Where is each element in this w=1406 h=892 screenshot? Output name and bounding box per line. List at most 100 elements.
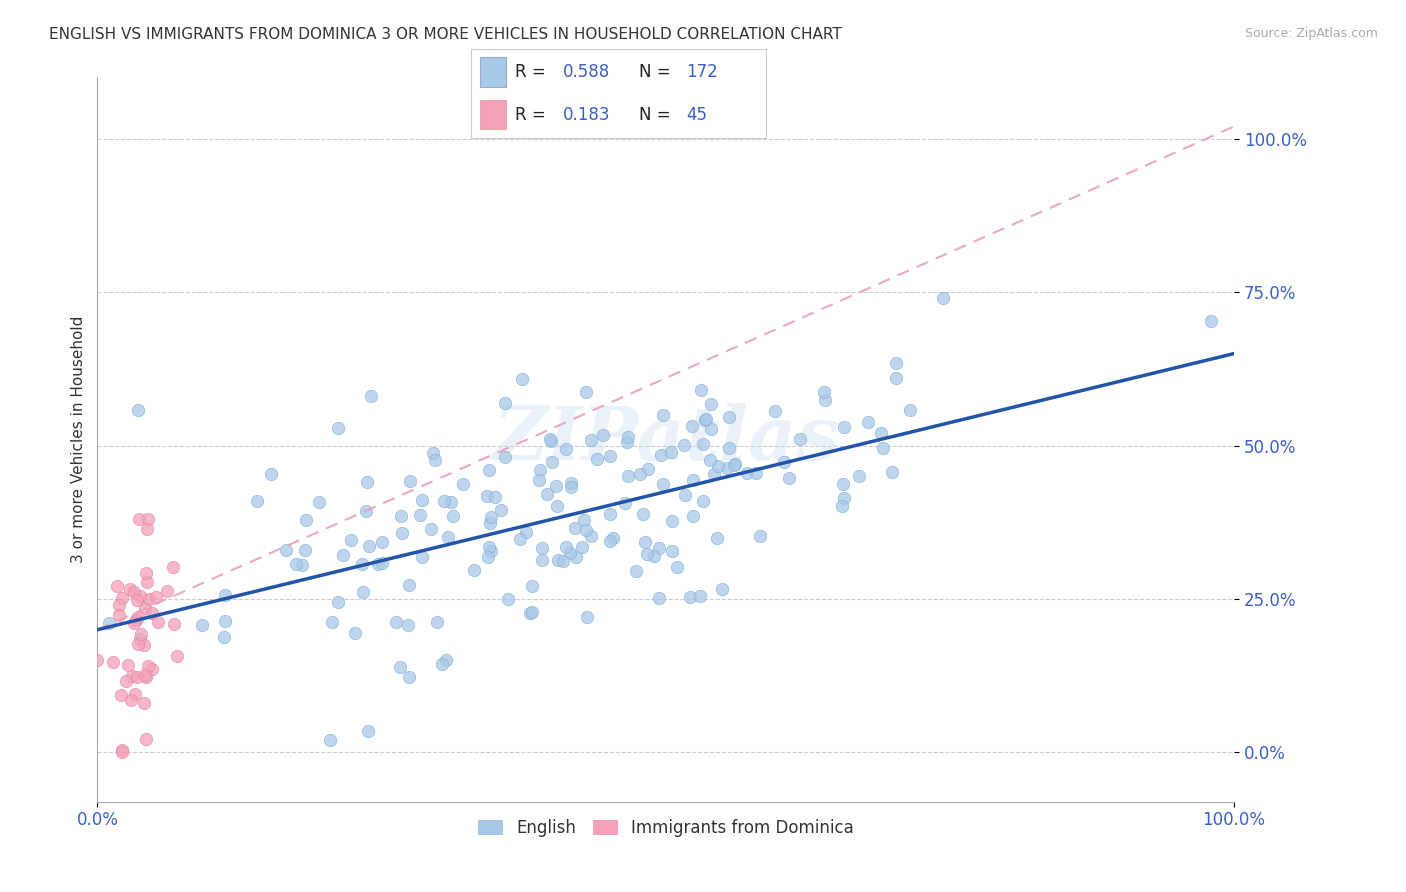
- Point: [773, 455, 796, 469]
- Point: [136, 522, 159, 536]
- Point: [515, 524, 537, 539]
- Text: ENGLISH VS IMMIGRANTS FROM DOMINICA 3 OR MORE VEHICLES IN HOUSEHOLD CORRELATION : ENGLISH VS IMMIGRANTS FROM DOMINICA 3 OR…: [49, 27, 842, 42]
- Point: [214, 630, 236, 644]
- Point: [479, 509, 502, 524]
- Point: [651, 408, 673, 422]
- Point: [689, 383, 711, 397]
- Point: [636, 547, 658, 561]
- Point: [399, 474, 422, 488]
- Point: [284, 558, 307, 572]
- Point: [214, 614, 236, 628]
- Point: [127, 637, 149, 651]
- Point: [637, 462, 659, 476]
- Point: [451, 476, 474, 491]
- Text: ZIPatlas: ZIPatlas: [492, 403, 839, 475]
- Point: [134, 667, 156, 681]
- Point: [396, 618, 419, 632]
- Point: [884, 356, 907, 370]
- Point: [124, 613, 146, 627]
- Point: [648, 591, 671, 606]
- Point: [479, 516, 502, 530]
- Point: [616, 430, 638, 444]
- Point: [356, 504, 378, 518]
- Point: [124, 687, 146, 701]
- Point: [101, 655, 124, 669]
- Point: [326, 420, 349, 434]
- Point: [661, 543, 683, 558]
- Point: [356, 475, 378, 489]
- Point: [814, 393, 837, 408]
- Point: [681, 419, 703, 434]
- Point: [661, 514, 683, 528]
- Point: [553, 554, 575, 568]
- Point: [422, 446, 444, 460]
- Point: [723, 458, 745, 472]
- Point: [673, 438, 696, 452]
- Point: [125, 593, 148, 607]
- Point: [882, 465, 904, 479]
- Point: [117, 657, 139, 672]
- Point: [134, 601, 156, 615]
- Point: [128, 632, 150, 646]
- Point: [132, 696, 155, 710]
- Point: [789, 432, 811, 446]
- Point: [166, 649, 188, 664]
- Point: [371, 557, 394, 571]
- Point: [711, 582, 734, 596]
- Point: [520, 605, 543, 619]
- Point: [430, 657, 453, 671]
- Point: [114, 674, 136, 689]
- Point: [565, 550, 588, 565]
- Point: [599, 507, 621, 521]
- Point: [666, 560, 689, 574]
- Point: [527, 473, 550, 487]
- Point: [724, 457, 747, 471]
- Point: [97, 616, 120, 631]
- Point: [699, 422, 721, 436]
- Point: [326, 595, 349, 609]
- Point: [626, 564, 648, 578]
- Point: [560, 546, 582, 560]
- Point: [214, 588, 236, 602]
- Text: Source: ZipAtlas.com: Source: ZipAtlas.com: [1244, 27, 1378, 40]
- Point: [291, 558, 314, 572]
- Point: [107, 579, 129, 593]
- Point: [135, 731, 157, 746]
- FancyBboxPatch shape: [479, 100, 506, 129]
- Text: 0.183: 0.183: [562, 105, 610, 124]
- Point: [648, 541, 671, 555]
- Point: [560, 476, 582, 491]
- Text: N =: N =: [640, 105, 676, 124]
- Point: [344, 626, 367, 640]
- Point: [898, 403, 921, 417]
- Point: [763, 404, 786, 418]
- Point: [540, 455, 562, 469]
- Point: [136, 575, 159, 590]
- Point: [628, 467, 651, 482]
- Point: [294, 543, 316, 558]
- Point: [308, 495, 330, 509]
- Point: [718, 410, 741, 425]
- Point: [870, 426, 893, 441]
- Point: [136, 658, 159, 673]
- Point: [352, 585, 374, 599]
- Point: [706, 531, 728, 545]
- Point: [572, 513, 595, 527]
- Point: [138, 512, 160, 526]
- Text: 0.588: 0.588: [562, 62, 610, 81]
- Point: [695, 412, 717, 426]
- Point: [294, 513, 316, 527]
- Point: [673, 488, 696, 502]
- Point: [748, 529, 770, 543]
- Point: [706, 458, 728, 473]
- Point: [121, 669, 143, 683]
- Point: [579, 433, 602, 447]
- Point: [778, 471, 800, 485]
- Point: [475, 489, 498, 503]
- Point: [1199, 314, 1222, 328]
- Point: [433, 494, 456, 508]
- Point: [141, 607, 163, 621]
- Point: [443, 509, 465, 524]
- Point: [108, 608, 131, 623]
- Point: [122, 585, 145, 599]
